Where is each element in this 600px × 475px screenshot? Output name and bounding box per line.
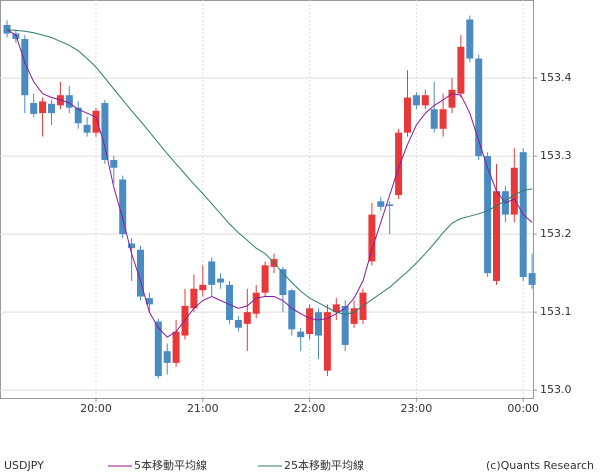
candle-body <box>101 103 109 160</box>
candle-body <box>332 304 340 313</box>
candle-body <box>234 319 242 328</box>
x-tick-label: 20:00 <box>80 402 112 415</box>
copyright: (c)Quants Research <box>486 459 594 472</box>
candle-body <box>395 132 403 196</box>
candle-body <box>404 97 411 133</box>
candle-body <box>163 351 171 363</box>
candle-body <box>190 288 198 309</box>
candle-body <box>74 107 82 124</box>
plot-frame <box>0 0 534 399</box>
candle-body <box>368 214 376 262</box>
candle-body <box>323 312 331 371</box>
candle-body <box>154 321 162 377</box>
candle-body <box>48 103 55 114</box>
candle-body <box>510 167 518 215</box>
candle-body <box>226 284 233 320</box>
candle-body <box>92 110 100 133</box>
candle-body <box>421 95 429 106</box>
candle-body <box>297 331 305 338</box>
symbol: USDJPY <box>4 459 44 472</box>
candle-body <box>457 46 465 94</box>
candle-body <box>341 305 349 345</box>
candle-body <box>315 312 322 336</box>
candle-body <box>145 298 153 305</box>
candle-body <box>208 261 216 285</box>
candle-body <box>493 191 500 281</box>
candle-body <box>377 201 385 207</box>
y-tick-label: 153.2 <box>540 227 572 240</box>
legend-label: 5本移動平均線 <box>134 458 207 472</box>
candle-body <box>261 265 269 293</box>
candle-body <box>128 243 136 249</box>
candle-body <box>439 109 447 129</box>
legend-label: 25本移動平均線 <box>284 458 364 472</box>
candle-body <box>279 269 287 295</box>
candle-body <box>217 278 225 283</box>
candle-body <box>252 292 260 314</box>
candle-body <box>110 159 118 168</box>
candle-body <box>528 273 536 285</box>
candle-body <box>243 312 251 324</box>
candle-body <box>475 58 483 157</box>
candle-body <box>484 156 492 274</box>
ma-line <box>6 29 533 316</box>
y-tick-label: 153.0 <box>540 383 572 396</box>
candle-body <box>199 284 207 291</box>
candle-body <box>137 249 144 297</box>
x-tick-label: 21:00 <box>187 402 219 415</box>
x-tick-label: 00:00 <box>507 402 539 415</box>
candle-body <box>65 95 73 108</box>
candle-body <box>21 39 29 96</box>
candle-body <box>430 109 438 129</box>
candle-body <box>39 101 47 114</box>
candle-body <box>172 331 180 363</box>
y-tick-label: 153.3 <box>540 149 572 162</box>
candle-body <box>350 308 358 324</box>
y-tick-label: 153.4 <box>540 71 572 84</box>
ma-line <box>6 29 533 338</box>
y-tick-label: 153.1 <box>540 305 572 318</box>
candle-body <box>448 89 456 108</box>
candle-body <box>306 308 314 335</box>
candle-body <box>30 103 38 114</box>
candle-body <box>3 24 11 34</box>
x-tick-label: 23:00 <box>401 402 433 415</box>
candle-body <box>83 124 91 133</box>
candle-body <box>466 19 474 59</box>
candle-body <box>412 95 420 106</box>
candle-body <box>386 204 394 207</box>
x-tick-label: 22:00 <box>294 402 326 415</box>
candle-body <box>288 290 296 330</box>
candle-body <box>119 179 127 235</box>
